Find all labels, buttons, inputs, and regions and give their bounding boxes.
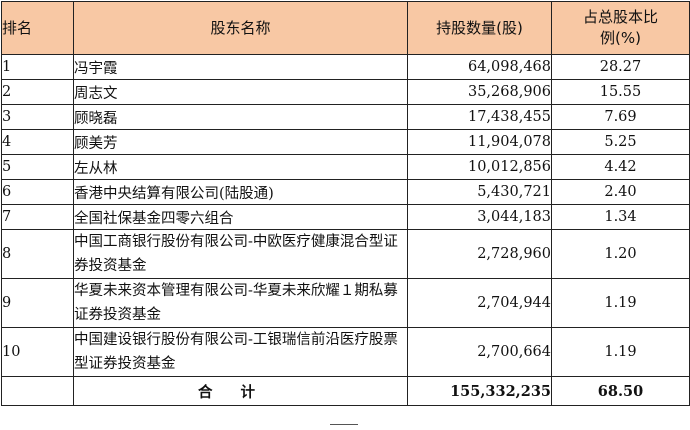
- header-name: 股东名称: [73, 1, 408, 55]
- table-row: 10 中国建设银行股份有限公司-工银瑞信前沿医疗股票型证券投资基金 2,700,66…: [1, 327, 690, 377]
- total-shares: 155,332,235: [407, 376, 552, 406]
- header-row: 排名 股东名称 持股数量(股) 占总股本比例(%): [1, 1, 690, 55]
- table-row: 1 冯宇霞 64,098,468 28.27: [1, 54, 690, 80]
- total-row: 合计 155,332,235 68.50: [1, 376, 690, 406]
- name-cell: 顾美芳: [73, 129, 408, 155]
- shares-cell: 35,268,906: [407, 79, 552, 105]
- rank-cell: 10: [1, 327, 74, 377]
- name-cell: 周志文: [73, 79, 408, 105]
- name-cell: 全国社保基金四零六组合: [73, 204, 408, 230]
- percent-cell: 28.27: [551, 54, 690, 80]
- name-cell: 左从林: [73, 154, 408, 180]
- shareholders-table: 排名 股东名称 持股数量(股) 占总股本比例(%) 1 冯宇霞 64,098,468…: [1, 1, 690, 406]
- shares-cell: 5,430,721: [407, 179, 552, 205]
- percent-cell: 1.34: [551, 204, 690, 230]
- name-cell: 中国工商银行股份有限公司-中欧医疗健康混合型证券投资基金: [73, 229, 408, 279]
- table-row: 7 全国社保基金四零六组合 3,044,183 1.34: [1, 204, 690, 230]
- percent-cell: 7.69: [551, 104, 690, 130]
- shares-cell: 2,704,944: [407, 278, 552, 328]
- table-row: 6 香港中央结算有限公司(陆股通) 5,430,721 2.40: [1, 179, 690, 205]
- rank-cell: 8: [1, 229, 74, 279]
- table-row: 8 中国工商银行股份有限公司-中欧医疗健康混合型证券投资基金 2,728,960 1.…: [1, 229, 690, 279]
- rank-cell: 4: [1, 129, 74, 155]
- percent-cell: 5.25: [551, 129, 690, 155]
- table-row: 5 左从林 10,012,856 4.42: [1, 154, 690, 180]
- table-row: 2 周志文 35,268,906 15.55: [1, 79, 690, 105]
- table-row: 4 顾美芳 11,904,078 5.25: [1, 129, 690, 155]
- total-percent: 68.50: [551, 376, 690, 406]
- shares-cell: 2,700,664: [407, 327, 552, 377]
- rank-cell: 6: [1, 179, 74, 205]
- percent-cell: 1.19: [551, 327, 690, 377]
- name-cell: 华夏未来资本管理有限公司-华夏未来欣耀１期私募证券投资基金: [73, 278, 408, 328]
- percent-cell: 1.19: [551, 278, 690, 328]
- shares-cell: 17,438,455: [407, 104, 552, 130]
- total-label: 合计: [73, 376, 408, 406]
- percent-cell: 4.42: [551, 154, 690, 180]
- name-cell: 顾晓磊: [73, 104, 408, 130]
- table-row: 9 华夏未来资本管理有限公司-华夏未来欣耀１期私募证券投资基金 2,704,944 1…: [1, 278, 690, 328]
- shares-cell: 10,012,856: [407, 154, 552, 180]
- percent-cell: 1.20: [551, 229, 690, 279]
- table-row: 3 顾晓磊 17,438,455 7.69: [1, 104, 690, 130]
- percent-cell: 15.55: [551, 79, 690, 105]
- total-rank-cell: [1, 376, 74, 406]
- shares-cell: 11,904,078: [407, 129, 552, 155]
- name-cell: 冯宇霞: [73, 54, 408, 80]
- header-shares: 持股数量(股): [407, 1, 552, 55]
- rank-cell: 1: [1, 54, 74, 80]
- rank-cell: 9: [1, 278, 74, 328]
- shares-cell: 64,098,468: [407, 54, 552, 80]
- header-percent: 占总股本比例(%): [551, 1, 690, 55]
- percent-cell: 2.40: [551, 179, 690, 205]
- name-cell: 香港中央结算有限公司(陆股通): [73, 179, 408, 205]
- shares-cell: 2,728,960: [407, 229, 552, 279]
- shares-cell: 3,044,183: [407, 204, 552, 230]
- rank-cell: 5: [1, 154, 74, 180]
- rank-cell: 2: [1, 79, 74, 105]
- header-rank: 排名: [1, 1, 74, 55]
- divider-stub: [330, 424, 358, 425]
- name-cell: 中国建设银行股份有限公司-工银瑞信前沿医疗股票型证券投资基金: [73, 327, 408, 377]
- rank-cell: 7: [1, 204, 74, 230]
- rank-cell: 3: [1, 104, 74, 130]
